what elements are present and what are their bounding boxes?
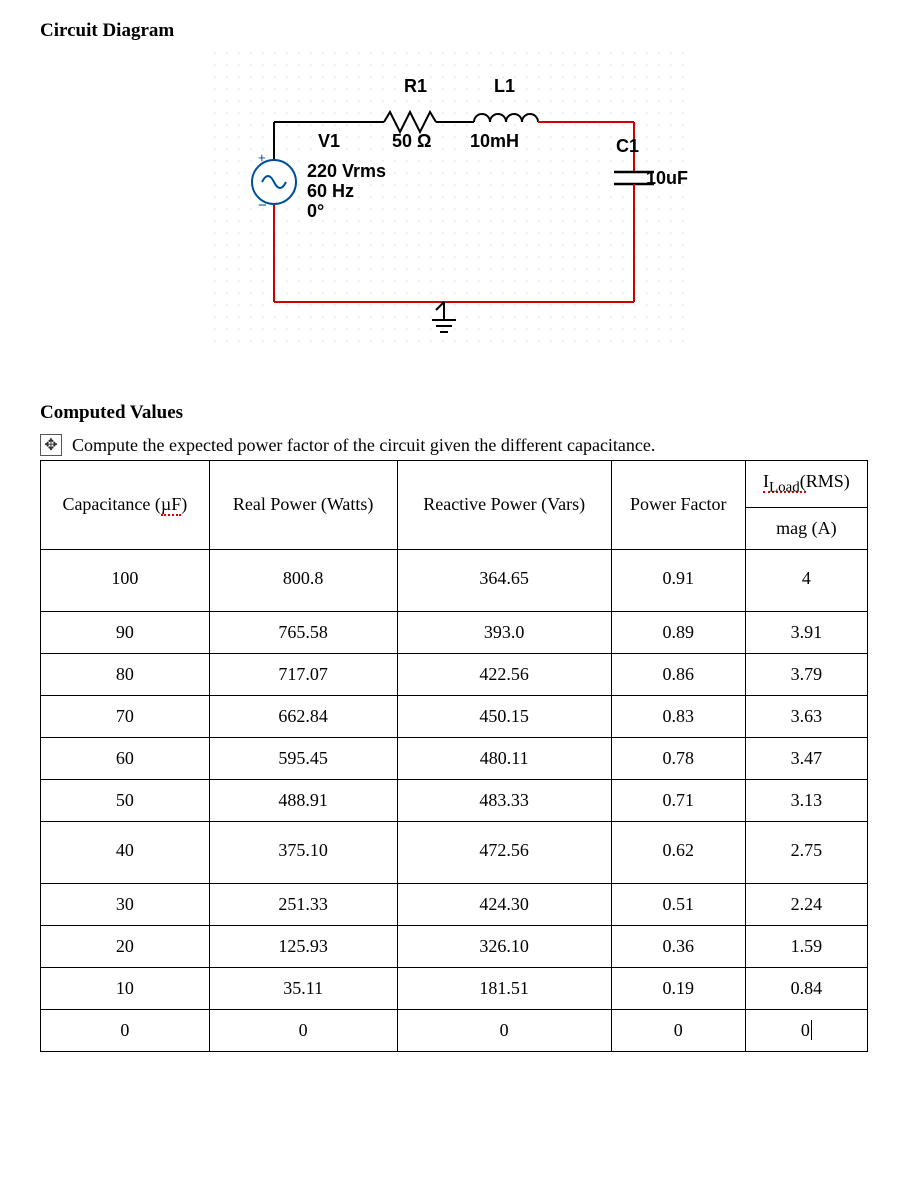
results-table: Capacitance (µF) Real Power (Watts) Reac… bbox=[40, 460, 868, 1052]
table-row: 1035.11181.510.190.84 bbox=[41, 967, 868, 1009]
table-cell: 100 bbox=[41, 549, 210, 611]
instruction-text: Compute the expected power factor of the… bbox=[72, 435, 655, 456]
table-cell: 40 bbox=[41, 821, 210, 883]
table-cell: 125.93 bbox=[209, 925, 397, 967]
v1-freq: 60 Hz bbox=[307, 181, 354, 201]
table-cell: 0.71 bbox=[611, 779, 745, 821]
table-cell: 1.59 bbox=[745, 925, 867, 967]
table-cell: 480.11 bbox=[397, 737, 611, 779]
table-cell: 70 bbox=[41, 695, 210, 737]
table-cell: 662.84 bbox=[209, 695, 397, 737]
table-cell: 60 bbox=[41, 737, 210, 779]
table-cell: 3.91 bbox=[745, 611, 867, 653]
table-cell: 3.13 bbox=[745, 779, 867, 821]
table-cell: 0.78 bbox=[611, 737, 745, 779]
l1-label: L1 bbox=[494, 76, 515, 96]
r1-value: 50 Ω bbox=[392, 131, 431, 151]
col-mag: mag (A) bbox=[745, 507, 867, 549]
table-cell: 3.63 bbox=[745, 695, 867, 737]
col-irms: ILoad(RMS) bbox=[745, 461, 867, 508]
table-cell: 4 bbox=[745, 549, 867, 611]
table-row: 90765.58393.00.893.91 bbox=[41, 611, 868, 653]
table-cell: 0.83 bbox=[611, 695, 745, 737]
table-cell: 0 bbox=[209, 1009, 397, 1051]
l1-value: 10mH bbox=[470, 131, 519, 151]
table-cell: 765.58 bbox=[209, 611, 397, 653]
table-row: 40375.10472.560.622.75 bbox=[41, 821, 868, 883]
table-cell: 251.33 bbox=[209, 883, 397, 925]
table-cell: 595.45 bbox=[209, 737, 397, 779]
table-cell: 20 bbox=[41, 925, 210, 967]
table-cell: 0.19 bbox=[611, 967, 745, 1009]
table-cell: 472.56 bbox=[397, 821, 611, 883]
table-cell: 0.89 bbox=[611, 611, 745, 653]
move-icon[interactable]: ✥ bbox=[40, 434, 62, 456]
table-cell: 30 bbox=[41, 883, 210, 925]
table-cell: 0 bbox=[611, 1009, 745, 1051]
col-capacitance: Capacitance (µF) bbox=[41, 461, 210, 550]
table-cell: 364.65 bbox=[397, 549, 611, 611]
circuit-svg: + − R1 L1 V1 50 Ω 10mH 220 Vrms 60 Hz 0°… bbox=[214, 52, 694, 352]
table-cell: 0.86 bbox=[611, 653, 745, 695]
table-row: 50488.91483.330.713.13 bbox=[41, 779, 868, 821]
col-power-factor: Power Factor bbox=[611, 461, 745, 550]
table-row: 60595.45480.110.783.47 bbox=[41, 737, 868, 779]
table-cell: 10 bbox=[41, 967, 210, 1009]
table-cell: 375.10 bbox=[209, 821, 397, 883]
svg-text:−: − bbox=[258, 197, 267, 214]
c1-value: 10uF bbox=[646, 168, 688, 188]
table-cell: 3.79 bbox=[745, 653, 867, 695]
table-cell: 0 bbox=[745, 1009, 867, 1051]
table-cell: 422.56 bbox=[397, 653, 611, 695]
table-cell: 35.11 bbox=[209, 967, 397, 1009]
svg-text:+: + bbox=[258, 150, 266, 165]
table-row: 30251.33424.300.512.24 bbox=[41, 883, 868, 925]
computed-values-title: Computed Values bbox=[40, 402, 868, 424]
table-cell: 0 bbox=[41, 1009, 210, 1051]
v1-vrms: 220 Vrms bbox=[307, 161, 386, 181]
table-cell: 717.07 bbox=[209, 653, 397, 695]
circuit-diagram: + − R1 L1 V1 50 Ω 10mH 220 Vrms 60 Hz 0°… bbox=[40, 52, 868, 352]
table-cell: 326.10 bbox=[397, 925, 611, 967]
table-cell: 0.91 bbox=[611, 549, 745, 611]
table-cell: 50 bbox=[41, 779, 210, 821]
table-cell: 3.47 bbox=[745, 737, 867, 779]
table-cell: 2.24 bbox=[745, 883, 867, 925]
table-cell: 0.36 bbox=[611, 925, 745, 967]
c1-label: C1 bbox=[616, 136, 639, 156]
circuit-diagram-title: Circuit Diagram bbox=[40, 20, 868, 42]
table-cell: 424.30 bbox=[397, 883, 611, 925]
table-row: 70662.84450.150.833.63 bbox=[41, 695, 868, 737]
table-row: 20125.93326.100.361.59 bbox=[41, 925, 868, 967]
table-cell: 181.51 bbox=[397, 967, 611, 1009]
table-cell: 80 bbox=[41, 653, 210, 695]
table-cell: 0.62 bbox=[611, 821, 745, 883]
table-cell: 0 bbox=[397, 1009, 611, 1051]
table-row: 100800.8364.650.914 bbox=[41, 549, 868, 611]
v1-label: V1 bbox=[318, 131, 340, 151]
table-row: 00000 bbox=[41, 1009, 868, 1051]
table-cell: 0.51 bbox=[611, 883, 745, 925]
col-reactive-power: Reactive Power (Vars) bbox=[397, 461, 611, 550]
table-row: 80717.07422.560.863.79 bbox=[41, 653, 868, 695]
table-cell: 450.15 bbox=[397, 695, 611, 737]
table-cell: 393.0 bbox=[397, 611, 611, 653]
table-cell: 483.33 bbox=[397, 779, 611, 821]
table-cell: 2.75 bbox=[745, 821, 867, 883]
table-cell: 0.84 bbox=[745, 967, 867, 1009]
table-cell: 90 bbox=[41, 611, 210, 653]
table-cell: 488.91 bbox=[209, 779, 397, 821]
v1-phase: 0° bbox=[307, 201, 324, 221]
r1-label: R1 bbox=[404, 76, 427, 96]
col-real-power: Real Power (Watts) bbox=[209, 461, 397, 550]
table-cell: 800.8 bbox=[209, 549, 397, 611]
